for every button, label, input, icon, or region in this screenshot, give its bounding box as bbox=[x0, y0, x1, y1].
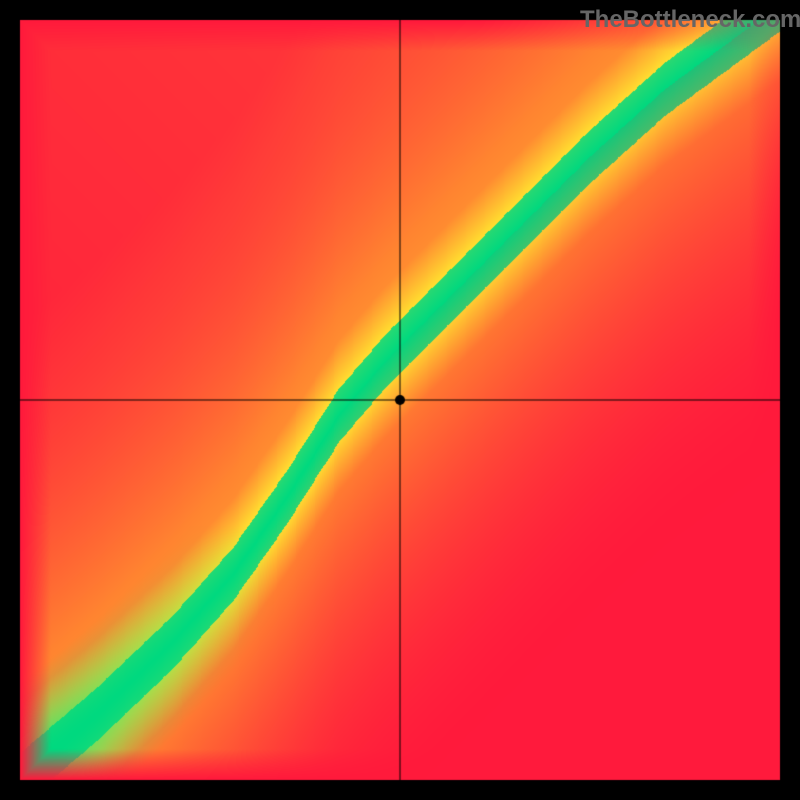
bottleneck-heatmap: TheBottleneck.com bbox=[0, 0, 800, 800]
heatmap-canvas bbox=[0, 0, 800, 800]
